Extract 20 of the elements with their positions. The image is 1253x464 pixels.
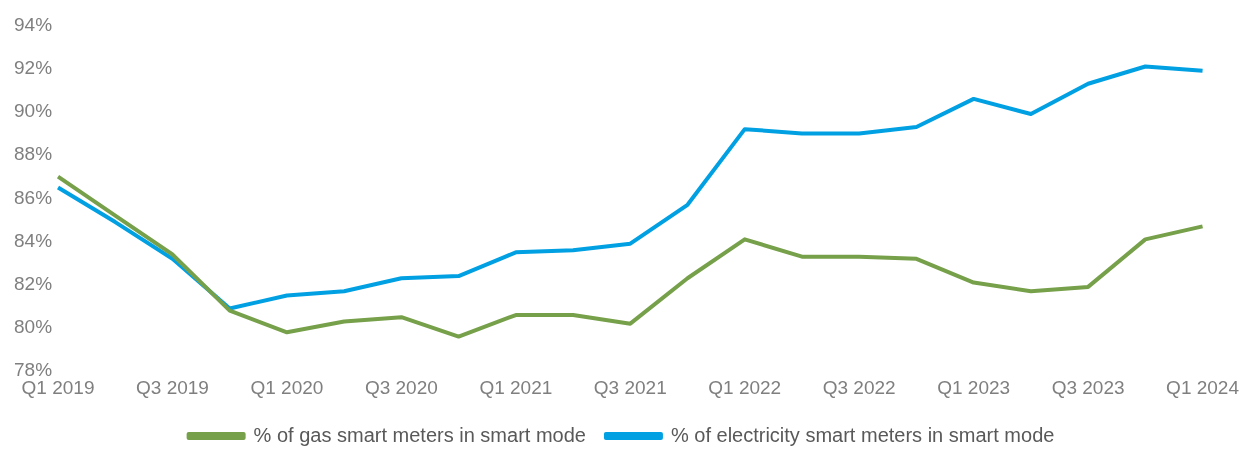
x-tick-label: Q3 2021 xyxy=(593,376,667,398)
y-tick-label: 94% xyxy=(14,13,53,35)
y-tick-label: 86% xyxy=(14,186,53,208)
x-tick-label: Q1 2020 xyxy=(250,376,324,398)
x-tick-label: Q1 2022 xyxy=(708,376,782,398)
y-tick-label: 92% xyxy=(14,56,53,78)
y-tick-label: 80% xyxy=(14,316,53,338)
y-tick-label: 82% xyxy=(14,272,53,294)
x-tick-label: Q3 2022 xyxy=(822,376,896,398)
x-tick-label: Q3 2023 xyxy=(1051,376,1125,398)
x-tick-label: Q3 2019 xyxy=(136,376,209,398)
y-tick-label: 84% xyxy=(14,229,53,251)
x-tick-label: Q1 2023 xyxy=(937,376,1011,398)
legend-label: % of electricity smart meters in smart mode xyxy=(670,423,1055,446)
y-tick-label: 90% xyxy=(14,100,53,122)
x-tick-label: Q1 2024 xyxy=(1166,376,1240,398)
y-tick-label: 88% xyxy=(14,143,53,165)
legend-label: % of gas smart meters in smart mode xyxy=(253,423,586,446)
x-tick-label: Q1 2021 xyxy=(479,376,553,398)
x-tick-label: Q3 2020 xyxy=(364,376,438,398)
